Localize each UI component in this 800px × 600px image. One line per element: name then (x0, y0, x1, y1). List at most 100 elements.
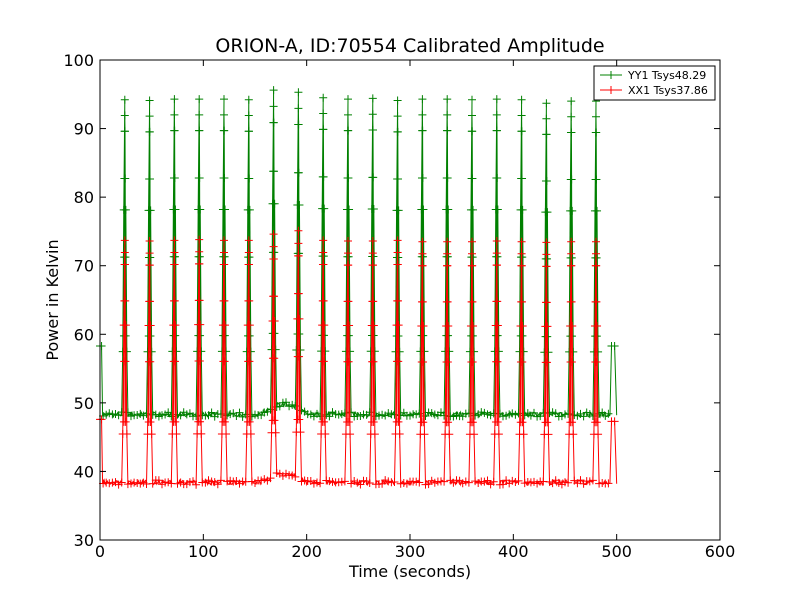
data-point (468, 249, 476, 258)
data-point (468, 111, 476, 120)
data-point (592, 261, 601, 270)
data-point (120, 95, 129, 104)
data-point (340, 477, 349, 486)
data-point (269, 242, 278, 251)
data-point (499, 480, 507, 489)
data-point (295, 314, 304, 323)
data-point (269, 254, 278, 263)
data-point (444, 321, 453, 330)
data-point (443, 110, 452, 119)
data-point (319, 93, 328, 102)
data-point (567, 97, 576, 106)
data-point (419, 205, 428, 214)
data-point (245, 357, 254, 366)
data-point (369, 261, 378, 270)
data-point (319, 125, 328, 134)
data-point (492, 237, 501, 246)
data-point (604, 479, 613, 488)
data-point (316, 479, 325, 488)
data-point (220, 236, 228, 245)
data-point (207, 408, 216, 417)
data-point (220, 357, 229, 366)
data-point (394, 417, 403, 426)
chart-title: ORION-A, ID:70554 Calibrated Amplitude (215, 35, 604, 57)
data-point (295, 352, 304, 361)
data-point (468, 261, 477, 270)
data-point (369, 205, 378, 214)
data-point (170, 95, 179, 104)
data-point (220, 248, 228, 257)
data-point (120, 111, 129, 120)
data-point (291, 472, 300, 481)
y-tick-label: 30 (74, 531, 94, 550)
data-point (492, 110, 501, 119)
data-point (319, 236, 328, 245)
data-point (145, 249, 154, 258)
legend-marker (607, 71, 615, 79)
data-point (543, 322, 552, 331)
data-point (294, 226, 303, 235)
data-point (319, 109, 328, 118)
data-point (517, 261, 526, 270)
data-point (592, 237, 600, 246)
plot-area (96, 86, 619, 489)
data-point (245, 417, 254, 426)
data-point (542, 298, 551, 307)
data-point (567, 253, 576, 262)
data-point (443, 297, 452, 306)
data-point (443, 95, 452, 104)
data-point (266, 474, 275, 483)
data-point (492, 95, 501, 104)
data-point (610, 417, 619, 426)
data-point (493, 297, 502, 306)
data-point (567, 297, 576, 306)
data-point (235, 408, 244, 417)
data-point (270, 354, 279, 363)
data-point (568, 206, 577, 215)
data-point (518, 321, 527, 330)
data-point (170, 236, 179, 245)
data-point (321, 429, 330, 438)
data-point (468, 297, 477, 306)
data-point (196, 417, 205, 426)
data-point (197, 429, 206, 438)
data-point (369, 297, 378, 306)
data-point (443, 358, 452, 367)
data-point (394, 296, 403, 305)
data-point (393, 127, 402, 136)
data-point (244, 111, 253, 120)
data-point (294, 289, 303, 298)
data-point (517, 237, 526, 246)
data-point (195, 357, 204, 366)
y-tick-label: 80 (74, 188, 94, 207)
data-point (445, 430, 454, 439)
data-point (493, 261, 502, 270)
data-point (170, 173, 179, 182)
data-point (196, 320, 205, 329)
data-point (493, 126, 502, 135)
data-point (370, 430, 379, 439)
data-point (146, 418, 155, 427)
data-point (270, 167, 279, 176)
data-point (172, 429, 181, 438)
data-point (369, 173, 378, 182)
data-point (592, 175, 601, 184)
data-point (345, 321, 354, 330)
y-tick-label: 40 (74, 462, 94, 481)
data-point (588, 476, 597, 485)
data-point (344, 357, 353, 366)
data-point (195, 173, 204, 182)
data-point (567, 237, 576, 246)
data-point (494, 430, 503, 439)
data-point (592, 297, 601, 306)
data-point (542, 262, 551, 271)
data-point (195, 259, 204, 268)
data-point (346, 430, 355, 439)
data-point (418, 110, 427, 119)
data-point (394, 174, 403, 183)
data-point (443, 249, 452, 258)
data-point (468, 418, 477, 427)
data-point (344, 249, 352, 258)
y-tick-label: 60 (74, 325, 94, 344)
data-point (542, 250, 551, 259)
